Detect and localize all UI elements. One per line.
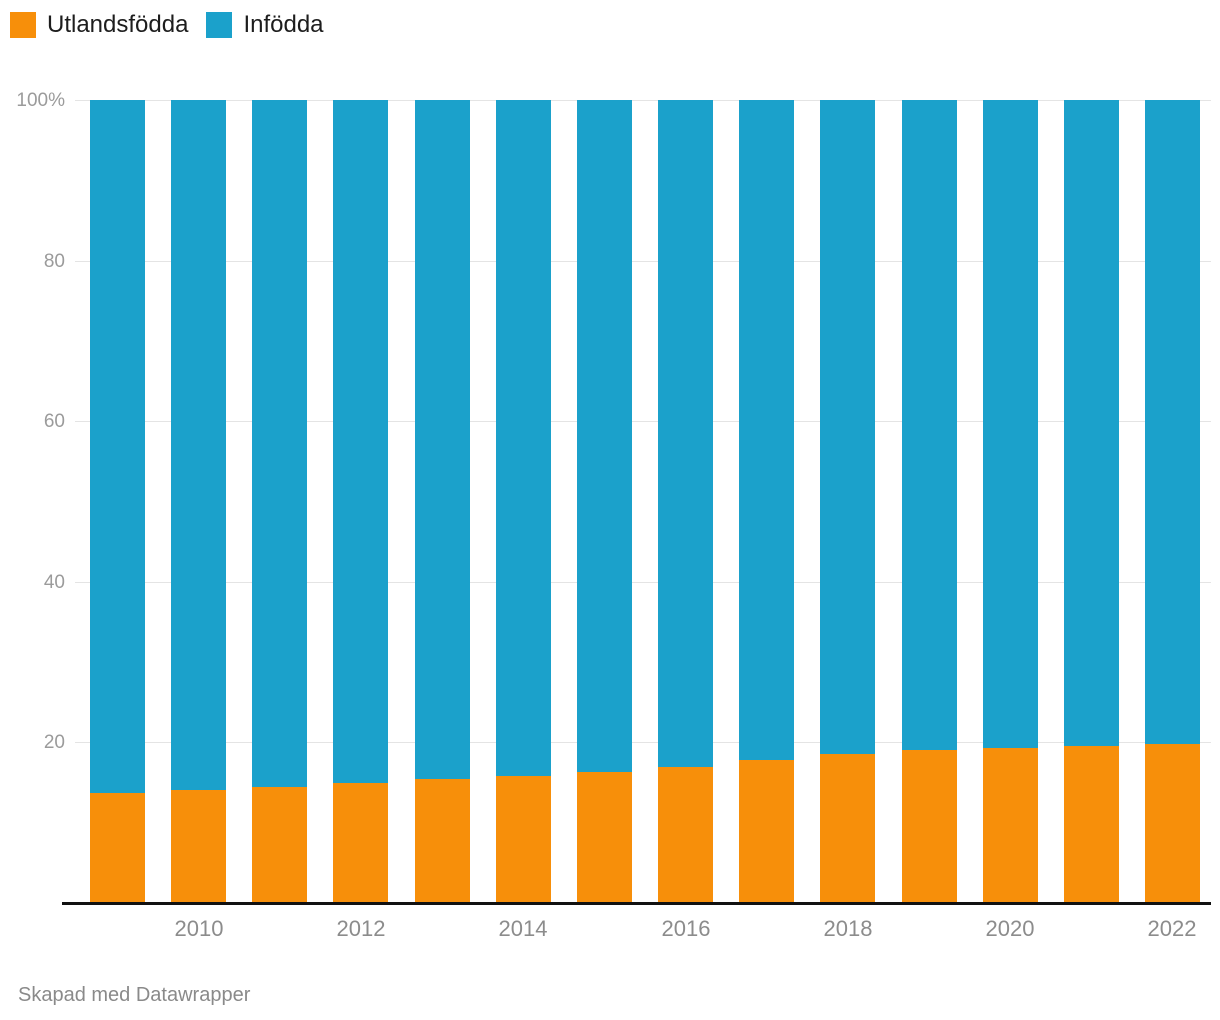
bar-segment-utlandsfodda-2019[interactable] bbox=[902, 750, 957, 903]
y-tick-label-40: 40 bbox=[43, 572, 65, 593]
x-tick-label-2020: 2020 bbox=[985, 916, 1035, 941]
bar-segment-infodda-2014[interactable] bbox=[496, 100, 551, 776]
bar-segment-utlandsfodda-2012[interactable] bbox=[333, 783, 388, 903]
bar-segment-infodda-2011[interactable] bbox=[252, 100, 307, 787]
bar-segment-infodda-2016[interactable] bbox=[658, 100, 713, 767]
bar-segment-infodda-2015[interactable] bbox=[577, 100, 632, 772]
x-tick-label-2014: 2014 bbox=[498, 916, 548, 941]
gridline-100 bbox=[75, 100, 1211, 101]
bar-segment-infodda-2009[interactable] bbox=[90, 100, 145, 793]
bar-segment-infodda-2012[interactable] bbox=[333, 100, 388, 783]
bar-segment-utlandsfodda-2021[interactable] bbox=[1064, 746, 1119, 903]
bar-segment-infodda-2022[interactable] bbox=[1145, 100, 1200, 744]
bar-segment-utlandsfodda-2018[interactable] bbox=[820, 754, 875, 903]
y-tick-label-100: 100% bbox=[16, 90, 65, 111]
bar-segment-utlandsfodda-2020[interactable] bbox=[983, 748, 1038, 903]
bar-segment-utlandsfodda-2011[interactable] bbox=[252, 787, 307, 903]
y-tick-label-60: 60 bbox=[43, 411, 65, 432]
bar-segment-infodda-2010[interactable] bbox=[171, 100, 226, 790]
x-axis-line bbox=[62, 902, 1211, 905]
bar-segment-utlandsfodda-2014[interactable] bbox=[496, 776, 551, 903]
x-tick-label-2012: 2012 bbox=[336, 916, 386, 941]
bar-segment-utlandsfodda-2017[interactable] bbox=[739, 760, 794, 903]
y-tick-label-20: 20 bbox=[43, 732, 65, 753]
bar-segment-infodda-2017[interactable] bbox=[739, 100, 794, 760]
legend-item-infodda: Infödda bbox=[206, 11, 324, 38]
bar-segment-utlandsfodda-2015[interactable] bbox=[577, 772, 632, 903]
x-tick-label-2022: 2022 bbox=[1147, 916, 1197, 941]
bar-segment-infodda-2013[interactable] bbox=[415, 100, 470, 779]
legend: Utlandsfödda Infödda bbox=[10, 12, 342, 38]
bar-segment-infodda-2020[interactable] bbox=[983, 100, 1038, 748]
legend-label-utlandsfodda: Utlandsfödda bbox=[47, 11, 189, 38]
x-tick-label-2018: 2018 bbox=[823, 916, 873, 941]
gridline-80 bbox=[75, 261, 1211, 262]
legend-item-utlandsfodda: Utlandsfödda bbox=[10, 12, 188, 38]
bar-segment-infodda-2019[interactable] bbox=[902, 100, 957, 750]
legend-label-infodda: Infödda bbox=[243, 11, 324, 38]
gridline-20 bbox=[75, 742, 1211, 743]
legend-swatch-infodda bbox=[206, 12, 233, 38]
x-tick-label-2010: 2010 bbox=[174, 916, 224, 941]
gridline-60 bbox=[75, 421, 1211, 422]
y-tick-label-80: 80 bbox=[43, 251, 65, 272]
bar-segment-utlandsfodda-2013[interactable] bbox=[415, 779, 470, 903]
legend-swatch-utlandsfodda bbox=[10, 12, 36, 38]
attribution-text: Skapad med Datawrapper bbox=[18, 984, 251, 1006]
gridline-40 bbox=[75, 582, 1211, 583]
bar-segment-utlandsfodda-2022[interactable] bbox=[1145, 744, 1200, 903]
bar-segment-utlandsfodda-2016[interactable] bbox=[658, 767, 713, 903]
bar-segment-infodda-2018[interactable] bbox=[820, 100, 875, 754]
bar-segment-utlandsfodda-2009[interactable] bbox=[90, 793, 145, 903]
bar-segment-infodda-2021[interactable] bbox=[1064, 100, 1119, 746]
x-tick-label-2016: 2016 bbox=[661, 916, 711, 941]
bar-segment-utlandsfodda-2010[interactable] bbox=[171, 790, 226, 903]
